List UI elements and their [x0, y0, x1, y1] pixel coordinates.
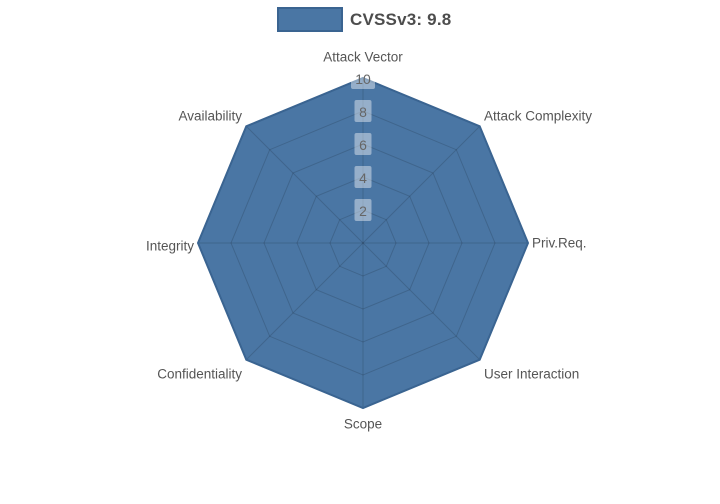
- grid-ring-6: [263, 143, 463, 343]
- radar-border-polygon: [196, 76, 530, 410]
- axis-label-attack-vector: Attack Vector: [323, 50, 403, 65]
- axis-label-user-interaction: User Interaction: [484, 367, 579, 382]
- legend-swatch: [277, 7, 343, 32]
- tick-backdrop-4: [354, 166, 372, 188]
- axis-label-availability: Availability: [178, 109, 242, 124]
- legend-label: CVSSv3: 9.8: [350, 10, 452, 29]
- axis-label-attack-complexity: Attack Complexity: [484, 109, 592, 124]
- tick-label-8: 8: [359, 104, 367, 120]
- tick-backdrop-2: [354, 199, 372, 221]
- grid-spoke-1: [362, 125, 481, 244]
- tick-backdrop-6: [354, 133, 372, 155]
- axis-label-integrity: Integrity: [146, 239, 194, 254]
- grid-spoke-3: [362, 242, 481, 361]
- tick-label-10: 10: [355, 71, 371, 87]
- grid-ring-8: [230, 110, 496, 376]
- legend-item[interactable]: CVSSv3: 9.8: [277, 7, 451, 32]
- axis-label-confidentiality: Confidentiality: [157, 367, 242, 382]
- grid-ring-4: [296, 176, 430, 310]
- axis-label-priv-req: Priv.Req.: [532, 236, 587, 251]
- radar-fill-polygon: [198, 78, 528, 408]
- tick-label-6: 6: [359, 137, 367, 153]
- tick-backdrop-8: [354, 100, 372, 122]
- tick-label-4: 4: [359, 170, 367, 186]
- tick-backdrop-10: [351, 67, 375, 89]
- grid-spoke-5: [245, 242, 364, 361]
- tick-label-2: 2: [359, 203, 367, 219]
- grid-ring-2: [329, 209, 397, 277]
- grid-spoke-7: [245, 125, 364, 244]
- axis-label-scope: Scope: [344, 417, 382, 432]
